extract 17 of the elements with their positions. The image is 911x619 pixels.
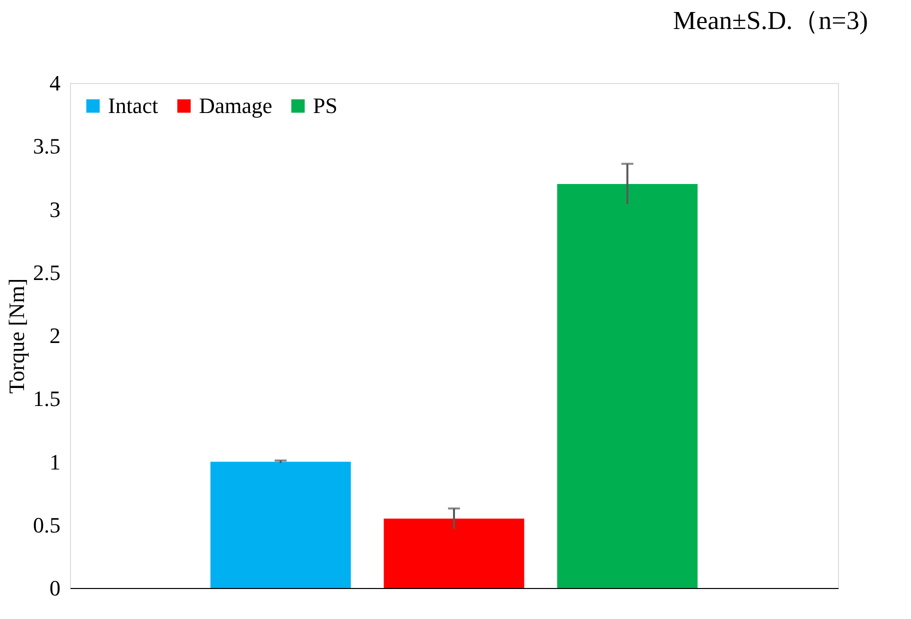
- y-tick-label: 0.5: [33, 512, 60, 538]
- y-tick-label: 2: [50, 323, 60, 348]
- legend-label: Damage: [199, 93, 272, 118]
- text: Mean±S.D.（n=3): [672, 6, 868, 35]
- y-tick-label: 1.5: [33, 386, 60, 412]
- bar: [384, 518, 524, 588]
- y-tick-label: 3.5: [33, 134, 60, 159]
- y-axis-title: Torque [Nm]: [4, 278, 29, 394]
- y-tick-label: 0: [50, 576, 60, 600]
- legend-label: PS: [313, 93, 338, 118]
- y-tick-label: 4: [50, 70, 60, 96]
- y-tick-label: 2.5: [33, 260, 60, 285]
- y-tick-label: 1: [50, 449, 60, 474]
- bar: [557, 184, 698, 588]
- y-tick-label: 3: [50, 196, 60, 222]
- legend-label: Intact: [108, 93, 158, 118]
- bar: [210, 462, 351, 588]
